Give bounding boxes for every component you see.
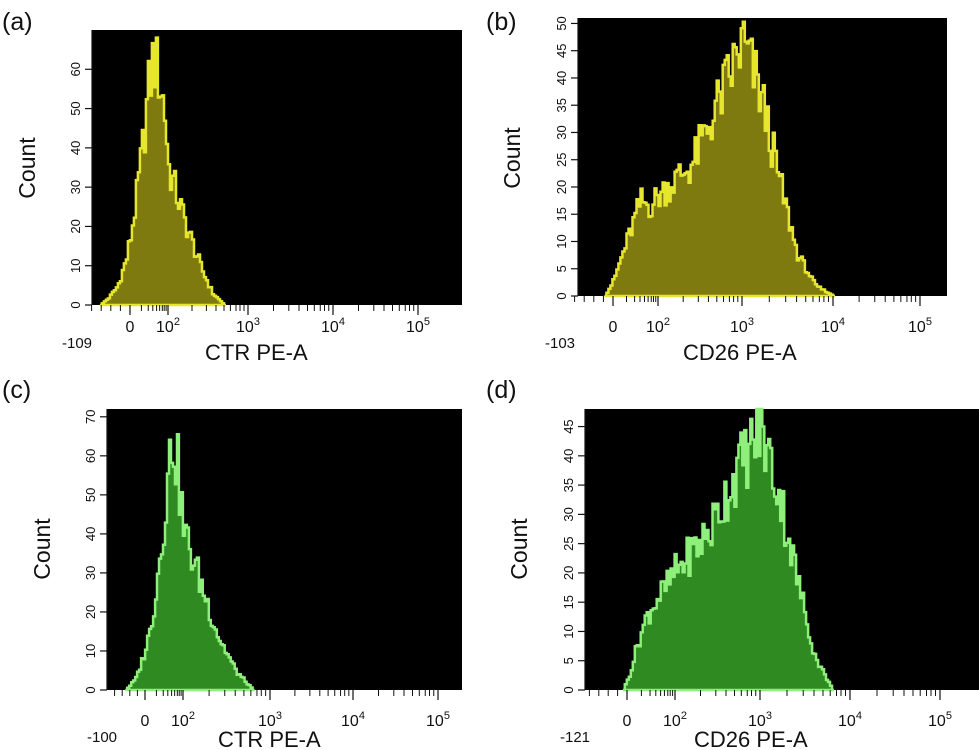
x-tick-label: 102	[156, 316, 180, 336]
y-axis-label: Count	[506, 518, 532, 580]
x-tick-label: 104	[341, 710, 365, 730]
y-tick-label: 20	[561, 566, 576, 580]
x-tick-exponent: 5	[424, 316, 430, 328]
x-tick-label: 105	[406, 316, 430, 336]
histogram-series	[604, 20, 835, 298]
histogram-series	[99, 36, 226, 307]
x-tick-exponent: 4	[856, 710, 862, 722]
panel-letter: (d)	[486, 376, 517, 404]
y-tick-label: 40	[554, 71, 569, 85]
y-tick-label: 20	[554, 180, 569, 194]
x-tick-exponent: 4	[839, 316, 845, 328]
x-tick-exponent: 5	[444, 710, 450, 722]
y-tick-label: 5	[554, 265, 569, 272]
y-tick-label: 10	[83, 644, 98, 658]
y-tick-label: 30	[68, 180, 83, 194]
y-tick-label: 25	[561, 536, 576, 550]
y-tick-label: 15	[554, 207, 569, 221]
x-tick-label: 102	[171, 710, 195, 730]
x-tick-label: 0	[609, 319, 618, 336]
y-tick-label: 20	[68, 219, 83, 233]
y-tick-label: 5	[561, 657, 576, 664]
x-tick-exponent: 5	[946, 710, 952, 722]
y-tick-label: 35	[554, 98, 569, 112]
y-tick-label: 45	[554, 43, 569, 57]
x-tick-label: 0	[126, 319, 135, 336]
histogram-series	[125, 433, 255, 692]
x-tick-label: 103	[236, 316, 260, 336]
x-axis-label: CTR PE-A	[218, 727, 321, 750]
y-tick-label: 0	[83, 686, 98, 693]
x-tick-label: 102	[663, 710, 687, 730]
x-axis-label: CTR PE-A	[205, 340, 308, 365]
panel-letter: (b)	[486, 8, 517, 36]
panel-a: (a) 0 10 20 30 40 50 60 Count -109 0 102 103 104 105 CT…	[2, 8, 462, 365]
x-tick-exponent: 4	[359, 710, 365, 722]
panel-letter: (a)	[2, 8, 33, 36]
x-tick-exponent: 2	[664, 316, 670, 328]
x-tick-label-min: -103	[545, 335, 575, 352]
y-tick-label: 0	[561, 686, 576, 693]
x-tick-exponent: 3	[748, 316, 754, 328]
x-tick-label-min: -100	[87, 729, 117, 746]
x-tick-label: 105	[928, 710, 952, 730]
y-axis-label: Count	[14, 137, 40, 199]
y-tick-label: 10	[554, 234, 569, 248]
panel-letter: (c)	[2, 376, 31, 404]
x-tick-exponent: 2	[189, 710, 195, 722]
y-tick-label: 25	[554, 152, 569, 166]
x-tick-exponent: 3	[254, 316, 260, 328]
x-tick-exponent: 2	[681, 710, 687, 722]
histogram-series	[622, 407, 834, 692]
x-tick-label: 0	[141, 713, 150, 730]
x-tick-label: 104	[321, 316, 345, 336]
y-axis-label: Count	[499, 127, 525, 189]
x-tick-label-min: -121	[560, 729, 590, 746]
y-tick-label: 35	[561, 478, 576, 492]
y-tick-label: 30	[83, 566, 98, 580]
y-tick-label: 40	[68, 141, 83, 155]
y-tick-label: 60	[68, 62, 83, 76]
y-tick-label: 40	[83, 527, 98, 541]
y-tick-label: 70	[83, 410, 98, 424]
x-tick-label: 105	[426, 710, 450, 730]
x-tick-label: 104	[838, 710, 862, 730]
y-tick-label: 30	[561, 507, 576, 521]
y-tick-label: 20	[83, 605, 98, 619]
x-axis-label: CD26 PE-A	[683, 340, 797, 365]
y-tick-label: 50	[68, 101, 83, 115]
y-tick-label: 45	[561, 419, 576, 433]
y-tick-label: 40	[561, 449, 576, 463]
x-tick-exponent: 4	[339, 316, 345, 328]
x-tick-exponent: 3	[766, 710, 772, 722]
x-tick-label: 105	[908, 316, 932, 336]
x-tick-label-min: -109	[62, 335, 92, 352]
y-tick-label: 10	[561, 624, 576, 638]
x-axis-label: CD26 PE-A	[694, 727, 808, 750]
x-tick-label: 102	[646, 316, 670, 336]
y-tick-label: 50	[83, 488, 98, 502]
y-tick-label: 15	[561, 595, 576, 609]
y-tick-label: 10	[68, 258, 83, 272]
y-tick-label: 60	[83, 449, 98, 463]
x-tick-label: 0	[623, 713, 632, 730]
y-tick-label: 0	[68, 301, 83, 308]
x-tick-exponent: 3	[276, 710, 282, 722]
x-tick-exponent: 2	[174, 316, 180, 328]
y-tick-label: 0	[554, 292, 569, 299]
y-tick-label: 50	[554, 16, 569, 30]
y-tick-label: 30	[554, 125, 569, 139]
x-tick-label: 104	[821, 316, 845, 336]
y-axis-label: Count	[29, 518, 55, 580]
x-tick-label: 103	[730, 316, 754, 336]
x-tick-exponent: 5	[926, 316, 932, 328]
